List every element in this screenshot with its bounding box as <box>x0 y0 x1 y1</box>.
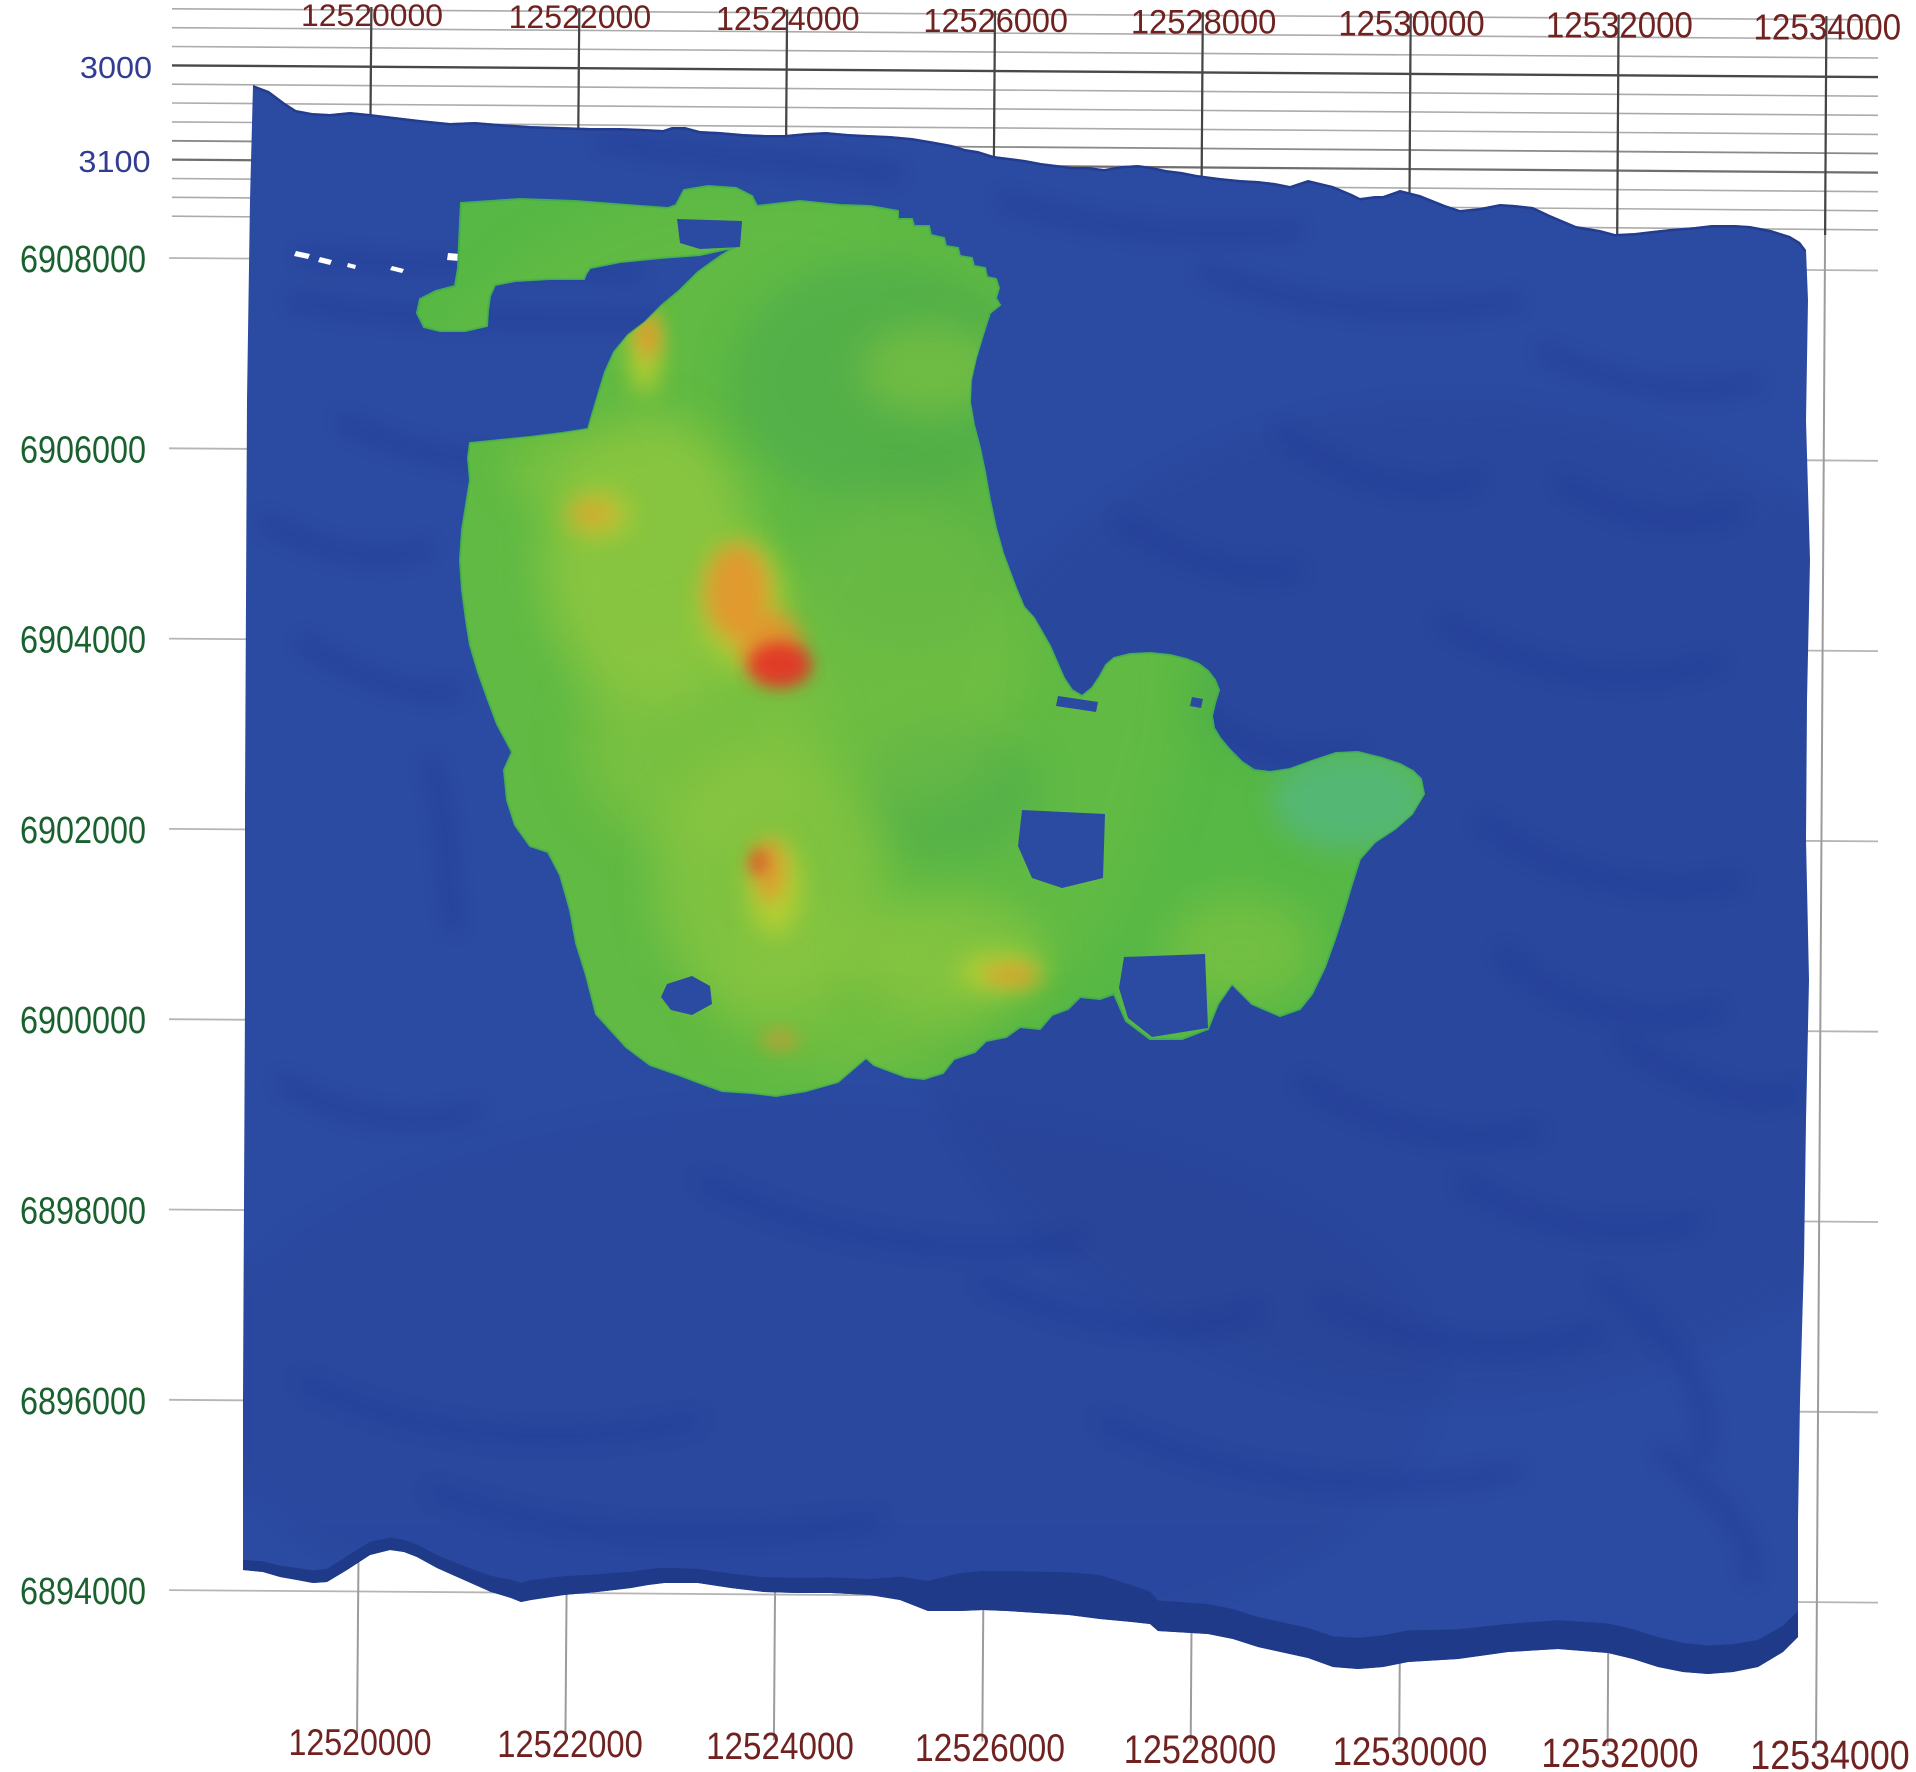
svg-text:3100: 3100 <box>78 144 150 179</box>
svg-text:12520000: 12520000 <box>288 1723 431 1764</box>
svg-text:6908000: 6908000 <box>20 237 146 280</box>
svg-text:12526000: 12526000 <box>923 2 1068 40</box>
svg-text:6898000: 6898000 <box>20 1189 146 1232</box>
svg-text:6900000: 6900000 <box>20 999 146 1042</box>
svg-text:12528000: 12528000 <box>1131 4 1277 42</box>
svg-text:12528000: 12528000 <box>1124 1728 1276 1772</box>
svg-text:12532000: 12532000 <box>1546 6 1693 45</box>
svg-text:6894000: 6894000 <box>20 1569 146 1612</box>
svg-text:6904000: 6904000 <box>20 618 146 661</box>
svg-text:12522000: 12522000 <box>497 1724 643 1766</box>
svg-text:12534000: 12534000 <box>1753 7 1901 48</box>
svg-text:12530000: 12530000 <box>1338 5 1484 44</box>
svg-text:12530000: 12530000 <box>1333 1729 1488 1772</box>
svg-text:12524000: 12524000 <box>706 1725 854 1768</box>
svg-text:3000: 3000 <box>80 50 152 85</box>
svg-text:6906000: 6906000 <box>20 428 146 471</box>
svg-text:12522000: 12522000 <box>509 0 652 35</box>
svg-text:6896000: 6896000 <box>20 1379 146 1422</box>
svg-text:12534000: 12534000 <box>1750 1733 1909 1772</box>
svg-text:12526000: 12526000 <box>915 1726 1065 1770</box>
svg-text:6902000: 6902000 <box>20 808 146 851</box>
svg-text:12520000: 12520000 <box>301 0 443 33</box>
svg-text:12524000: 12524000 <box>716 0 860 37</box>
svg-text:12532000: 12532000 <box>1541 1732 1698 1772</box>
